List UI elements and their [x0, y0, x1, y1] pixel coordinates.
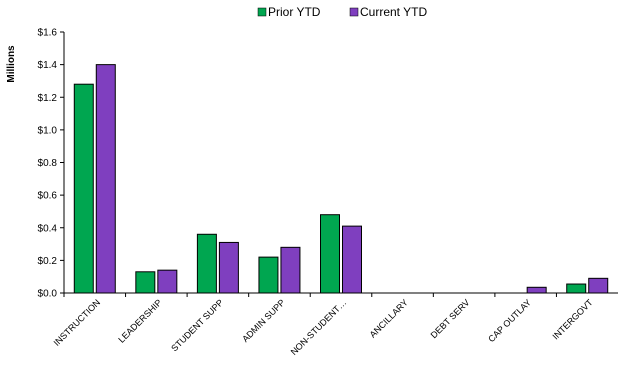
x-category-label: INTERGOVT	[550, 297, 595, 342]
x-category-label: ANCILLARY	[368, 297, 410, 339]
bar-current-ytd	[95, 64, 116, 294]
y-tick-label: $1.2	[38, 93, 58, 104]
y-tick-label: $0.4	[38, 223, 58, 234]
bar-current-ytd	[280, 246, 301, 294]
legend-label-current-ytd: Current YTD	[360, 5, 427, 19]
bar-current-ytd	[526, 286, 547, 294]
x-category-label: INSTRUCTION	[52, 297, 103, 348]
chart-legend: Prior YTD Current YTD	[257, 5, 427, 19]
bar-prior-ytd	[196, 233, 217, 294]
y-tick-label: $0.6	[38, 191, 58, 202]
bar-prior-ytd	[258, 256, 279, 294]
bar-prior-ytd	[566, 283, 587, 294]
legend-label-prior-ytd: Prior YTD	[268, 5, 321, 19]
bar-current-ytd	[157, 269, 178, 294]
y-tick-label: $1.0	[38, 125, 58, 136]
y-tick-label: $1.4	[38, 60, 58, 71]
bar-prior-ytd	[320, 214, 340, 294]
bar-current-ytd	[342, 225, 362, 294]
x-category-label: ADMIN SUPP	[240, 297, 287, 344]
x-category-label: NON-STUDENT…	[289, 297, 349, 357]
y-axis-title: Millions	[6, 45, 17, 83]
bars-group	[73, 64, 609, 294]
x-axis-labels: INSTRUCTION LEADERSHIP STUDENT SUPP ADMIN S…	[52, 293, 595, 357]
x-category-label: CAP OUTLAY	[486, 297, 533, 344]
legend-swatch-current-ytd	[349, 7, 359, 17]
x-category-label: LEADERSHIP	[116, 297, 163, 344]
y-tick-label: $1.6	[38, 28, 58, 39]
bar-current-ytd	[588, 277, 609, 294]
y-axis-ticks: $0.0 $0.2 $0.4 $0.6 $0.8 $1.0 $1.2 $1.4 $1.6	[38, 28, 64, 300]
bar-current-ytd	[218, 241, 239, 294]
y-tick-label: $0.0	[38, 289, 58, 300]
y-tick-label: $0.2	[38, 256, 58, 267]
bar-prior-ytd	[135, 271, 156, 294]
x-category-label: DEBT SERV	[429, 297, 472, 340]
bar-prior-ytd	[73, 83, 94, 294]
y-tick-label: $0.8	[38, 158, 58, 169]
x-category-label: STUDENT SUPP	[169, 297, 225, 353]
legend-swatch-prior-ytd	[257, 7, 267, 17]
